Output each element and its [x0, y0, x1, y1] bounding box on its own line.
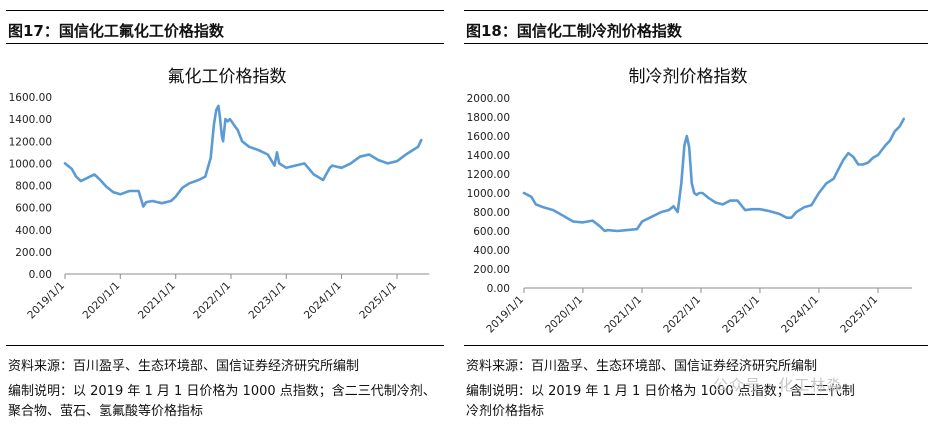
y-tick-label: 1000.00: [9, 158, 52, 170]
top-rule: [6, 10, 444, 11]
refrigerant-index-chart: 0.00 200.00 400.00 600.00 800.00 1000.00 1200.…: [467, 93, 912, 336]
y-tick-label: 2000.00: [467, 93, 510, 105]
y-tick-label: 600.00: [473, 226, 510, 238]
y-tick-label: 200.00: [15, 247, 52, 259]
source-note: 资料来源：百川盈孚、生态环境部、国信证券经济研究所编制: [8, 359, 360, 374]
y-tick-label: 800.00: [15, 181, 52, 193]
y-tick-label: 1600.00: [467, 131, 510, 143]
x-tick-label: 2022/1/1: [661, 294, 703, 336]
y-tick-label: 1200.00: [467, 169, 510, 181]
chart-title: 氟化工价格指数: [167, 67, 287, 87]
x-tick-label: 2020/1/1: [543, 294, 585, 336]
figure-label: 图18：国信化工制冷剂价格指数: [466, 22, 682, 40]
source-note: 资料来源：百川盈孚、生态环境部、国信证券经济研究所编制: [466, 359, 818, 374]
y-tick-label: 0.00: [487, 283, 510, 295]
x-tick-label: 2019/1/1: [25, 280, 67, 322]
x-tick-label: 2025/1/1: [838, 294, 880, 336]
y-tick-label: 600.00: [15, 203, 52, 215]
y-tick-label: 1600.00: [9, 92, 52, 104]
compilation-note: 编制说明：以 2019 年 1 月 1 日价格为 1000 点指数；含二三代制冷…: [466, 384, 855, 419]
right-panel: 图18：国信化工制冷剂价格指数 制冷剂价格指数 0.00 200.00 400.00…: [458, 0, 934, 425]
compilation-note: 编制说明：以 2019 年 1 月 1 日价格为 1000 点指数；含二三代制冷…: [8, 384, 436, 419]
title-rule: [6, 43, 444, 44]
index-series-line: [63, 104, 423, 208]
y-tick-label: 0.00: [29, 269, 52, 281]
y-tick-label: 1400.00: [9, 114, 52, 126]
index-series-line: [522, 117, 906, 233]
y-tick-label: 800.00: [473, 207, 510, 219]
y-tick-label: 400.00: [15, 225, 52, 237]
chart-title: 制冷剂价格指数: [628, 67, 748, 87]
x-tick-label: 2020/1/1: [81, 280, 123, 322]
bottom-rule: [6, 345, 444, 346]
x-tick-label: 2024/1/1: [302, 280, 344, 322]
top-rule: [464, 10, 928, 11]
title-rule: [464, 43, 928, 44]
bottom-rule: [464, 345, 928, 346]
x-tick-label: 2019/1/1: [484, 294, 526, 336]
y-tick-label: 200.00: [473, 264, 510, 276]
x-tick-label: 2023/1/1: [247, 280, 289, 322]
fluorochemical-index-chart: 0.00 200.00 400.00 600.00 800.00 1000.00 1200.…: [9, 92, 430, 322]
x-tick-label: 2021/1/1: [602, 294, 644, 336]
x-tick-label: 2024/1/1: [779, 294, 821, 336]
x-tick-label: 2021/1/1: [136, 280, 178, 322]
y-tick-label: 1800.00: [467, 112, 510, 124]
y-tick-label: 1000.00: [467, 188, 510, 200]
y-tick-label: 1400.00: [467, 150, 510, 162]
y-tick-label: 400.00: [473, 245, 510, 257]
x-tick-label: 2025/1/1: [357, 280, 399, 322]
x-tick-label: 2023/1/1: [720, 294, 762, 336]
y-tick-label: 1200.00: [9, 136, 52, 148]
left-panel: 图17：国信化工氟化工价格指数 氟化工价格指数 0.00 200.00 400.00…: [0, 0, 450, 425]
x-tick-label: 2022/1/1: [191, 280, 233, 322]
figure-label: 图17：国信化工氟化工价格指数: [8, 22, 224, 40]
